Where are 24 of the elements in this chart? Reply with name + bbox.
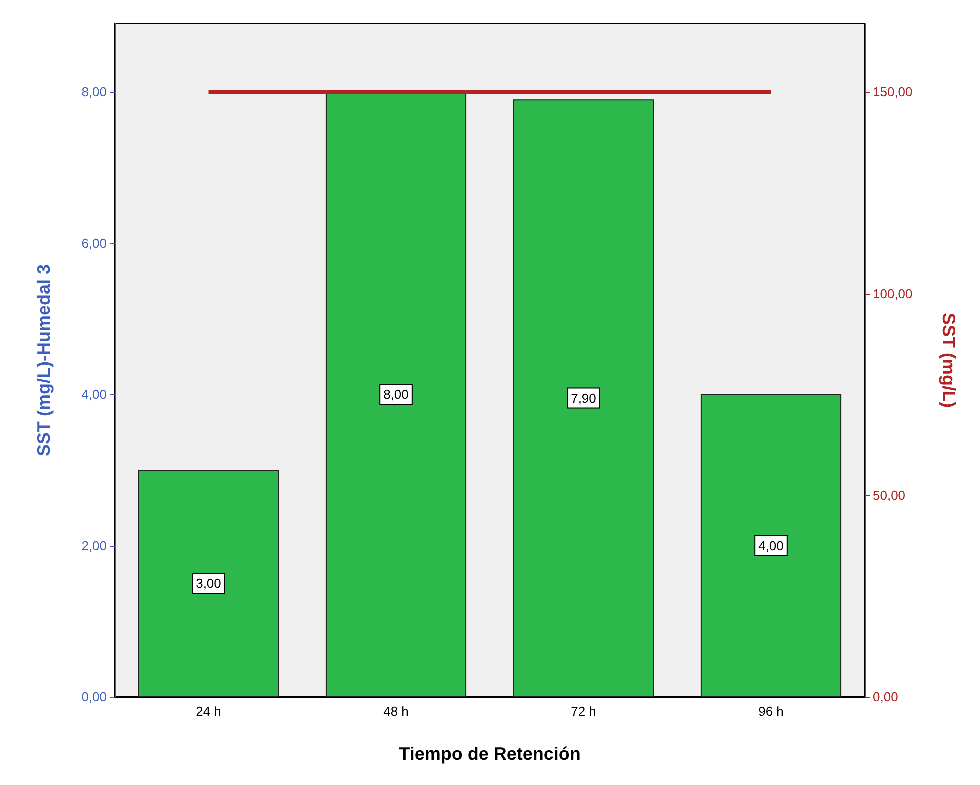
y2-tick-label: 50,00 (873, 488, 906, 503)
data-label: 7,90 (571, 390, 596, 406)
y2-tick-label: 100,00 (873, 286, 913, 302)
y2-axis-title: SST (mg/L) (939, 313, 959, 408)
x-tick-label: 72 h (571, 704, 596, 719)
y-tick-label: 0,00 (82, 690, 107, 704)
y-tick-label: 8,00 (82, 84, 107, 100)
y-tick-label: 2,00 (82, 538, 107, 554)
y2-tick-label: 0,00 (873, 690, 898, 704)
bar (138, 470, 280, 697)
data-label: 3,00 (196, 576, 222, 592)
y2-tick-label: 150,00 (873, 84, 913, 100)
bar (513, 100, 654, 697)
data-label: 4,00 (758, 538, 784, 554)
bar (700, 394, 842, 697)
y-tick-label: 4,00 (82, 387, 107, 402)
bar (326, 92, 467, 697)
x-tick-label: 24 h (196, 704, 222, 719)
y-tick-label: 6,00 (82, 236, 107, 251)
x-tick-label: 48 h (384, 704, 409, 719)
data-label: 8,00 (384, 387, 409, 402)
x-tick-label: 96 h (758, 704, 784, 719)
x-axis-title: Tiempo de Retención (399, 744, 581, 764)
y-axis-title: SST (mg/L)-Humedal 3 (34, 264, 54, 457)
